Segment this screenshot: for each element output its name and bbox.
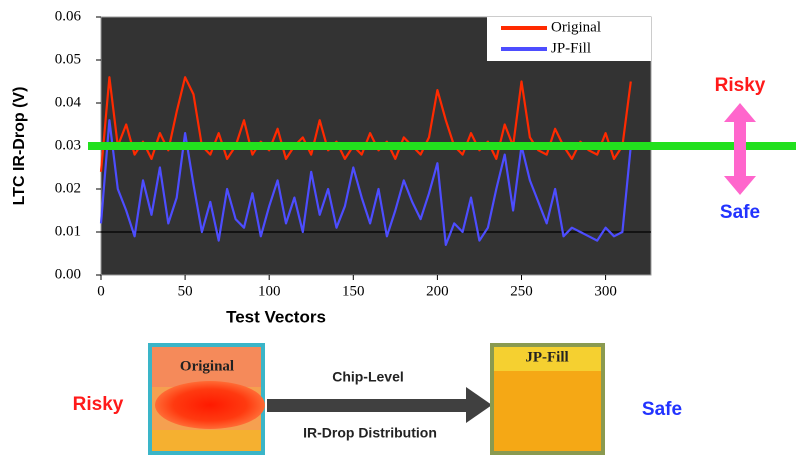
y-tick-label: 0.06 [55, 8, 82, 24]
y-tick-label: 0.04 [55, 94, 82, 110]
safe-text: Safe [642, 399, 682, 420]
chip-label: Original [180, 358, 234, 374]
y-tick-label: 0.01 [55, 223, 81, 239]
x-tick-label: 300 [594, 283, 617, 299]
chip-label: JP-Fill [525, 349, 568, 365]
x-axis-label: Test Vectors [226, 307, 326, 326]
chart: 0.00 0.01 0.02 0.03 0.04 0.05 0.06 0 50 100 150 200… [11, 8, 796, 326]
y-axis-label: LTC IR-Drop (V) [11, 87, 28, 206]
y-tick-label: 0.02 [55, 180, 81, 196]
series-line [99, 119, 632, 246]
legend-label: Original [551, 19, 601, 35]
double-arrow [724, 103, 756, 195]
x-tick-label: 0 [97, 283, 105, 299]
x-tick-label: 150 [342, 283, 365, 299]
risky-text: Risky [73, 394, 124, 415]
y-tick-label: 0.03 [55, 137, 81, 153]
safe-label: Safe [720, 202, 760, 223]
jpfill-chip: JP-Fill [490, 343, 605, 455]
legend-label: JP-Fill [551, 40, 591, 56]
y-tick-label: 0.05 [55, 51, 81, 67]
original-chip: Original [148, 343, 265, 455]
legend-box [487, 17, 651, 61]
risky-label: Risky [715, 75, 766, 96]
arrow-top-text: Chip-Level [332, 369, 404, 385]
arrow-bottom-text: IR-Drop Distribution [303, 425, 437, 441]
x-tick-label: 50 [178, 283, 193, 299]
arrow [267, 387, 492, 423]
x-tick-label: 200 [426, 283, 449, 299]
y-tick-label: 0.00 [55, 266, 81, 282]
x-tick-label: 100 [258, 283, 281, 299]
x-tick-label: 250 [510, 283, 533, 299]
